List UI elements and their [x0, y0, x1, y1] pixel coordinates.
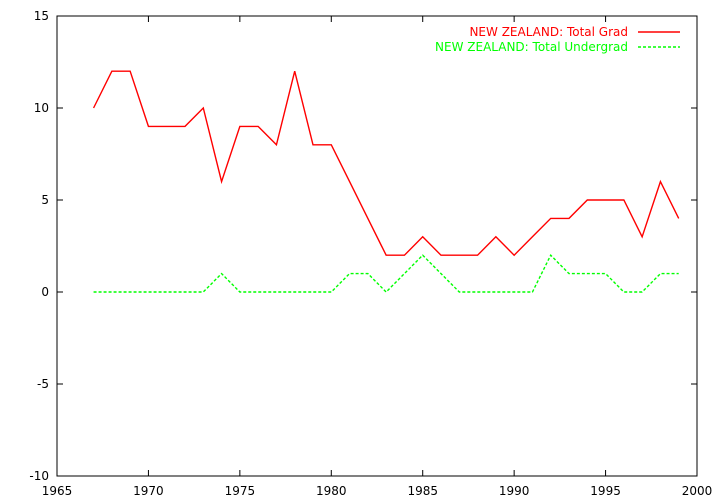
data-point	[294, 70, 296, 72]
data-point	[385, 254, 387, 256]
data-point	[422, 254, 424, 256]
data-point	[129, 70, 131, 72]
data-point	[239, 291, 241, 293]
data-point	[257, 291, 259, 293]
data-point	[92, 107, 94, 109]
data-point	[202, 291, 204, 293]
data-point	[623, 199, 625, 201]
data-point	[403, 272, 405, 274]
data-point	[678, 217, 680, 219]
data-point	[586, 199, 588, 201]
data-point	[257, 125, 259, 127]
data-point	[129, 291, 131, 293]
y-tick-label: 15	[34, 9, 49, 23]
data-point	[92, 291, 94, 293]
data-point	[111, 291, 113, 293]
data-point	[513, 291, 515, 293]
x-tick-label: 2000	[682, 484, 713, 498]
data-point	[275, 291, 277, 293]
data-point	[586, 272, 588, 274]
data-point	[659, 180, 661, 182]
x-tick-label: 1965	[42, 484, 73, 498]
data-point	[312, 144, 314, 146]
data-point	[458, 254, 460, 256]
data-point	[495, 291, 497, 293]
data-point	[184, 291, 186, 293]
legend-label-1: NEW ZEALAND: Total Undergrad	[435, 40, 628, 54]
data-point	[202, 107, 204, 109]
data-point	[367, 272, 369, 274]
y-tick-label: -5	[37, 377, 49, 391]
y-tick-label: 0	[41, 285, 49, 299]
y-tick-label: 10	[34, 101, 49, 115]
series-lines	[92, 70, 680, 293]
data-point	[440, 272, 442, 274]
y-tick-label: 5	[41, 193, 49, 207]
data-point	[184, 125, 186, 127]
legend-label-0: NEW ZEALAND: Total Grad	[469, 25, 628, 39]
data-point	[348, 180, 350, 182]
data-point	[166, 125, 168, 127]
data-point	[623, 291, 625, 293]
data-point	[659, 272, 661, 274]
axis-tick-labels: 1965 1970 1975 1980 1985 1990 1995 2000 -10 -5 0 5 1…	[29, 9, 712, 498]
data-point	[495, 236, 497, 238]
data-point	[678, 272, 680, 274]
data-point	[604, 272, 606, 274]
data-point	[147, 291, 149, 293]
data-point	[312, 291, 314, 293]
data-point	[330, 144, 332, 146]
data-point	[531, 236, 533, 238]
data-point	[403, 254, 405, 256]
data-point	[348, 272, 350, 274]
data-point	[111, 70, 113, 72]
data-point	[531, 291, 533, 293]
data-point	[220, 180, 222, 182]
data-point	[513, 254, 515, 256]
data-point	[604, 199, 606, 201]
data-point	[641, 236, 643, 238]
x-tick-label: 1980	[316, 484, 347, 498]
x-tick-label: 1970	[133, 484, 164, 498]
data-point	[166, 291, 168, 293]
data-point	[476, 254, 478, 256]
data-point	[440, 254, 442, 256]
data-point	[275, 144, 277, 146]
data-point	[550, 217, 552, 219]
data-point	[220, 272, 222, 274]
data-point	[294, 291, 296, 293]
series-line-0	[92, 70, 680, 257]
data-point	[641, 291, 643, 293]
x-tick-label: 1995	[590, 484, 621, 498]
data-point	[422, 236, 424, 238]
data-point	[568, 272, 570, 274]
data-point	[476, 291, 478, 293]
data-point	[568, 217, 570, 219]
y-tick-label: -10	[29, 469, 49, 483]
x-tick-label: 1990	[499, 484, 530, 498]
data-point	[147, 125, 149, 127]
data-point	[367, 217, 369, 219]
plot-frame	[56, 15, 698, 477]
data-point	[550, 254, 552, 256]
data-point	[330, 291, 332, 293]
x-tick-label: 1985	[407, 484, 438, 498]
x-tick-label: 1975	[225, 484, 256, 498]
data-point	[458, 291, 460, 293]
data-point	[239, 125, 241, 127]
series-line-1	[93, 254, 679, 293]
data-point	[385, 291, 387, 293]
